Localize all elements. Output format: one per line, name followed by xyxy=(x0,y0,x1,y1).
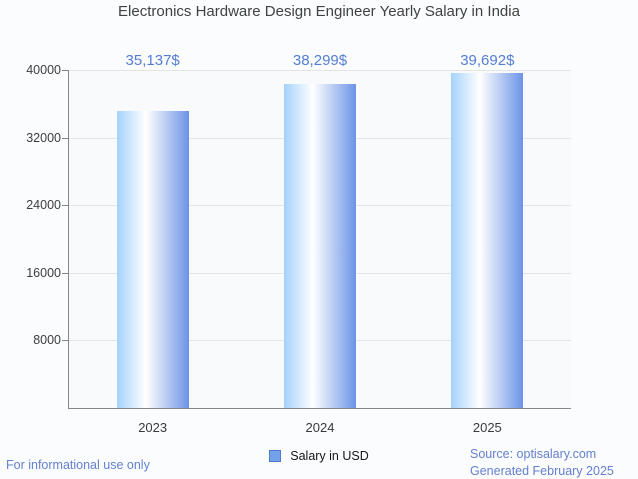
generated-date: Generated February 2025 xyxy=(470,463,614,479)
ytick-mark xyxy=(62,340,69,341)
bar xyxy=(451,73,523,408)
source-block: Source: optisalary.com Generated Februar… xyxy=(470,446,614,479)
ytick-mark xyxy=(62,70,69,71)
ytick-mark xyxy=(62,205,69,206)
value-label-2025: 39,692$ xyxy=(404,52,571,69)
ytick-label: 16000 xyxy=(5,265,61,281)
legend-swatch-icon xyxy=(269,450,281,462)
ytick-label: 24000 xyxy=(5,197,61,213)
legend-label: Salary in USD xyxy=(290,449,369,463)
ytick-label: 40000 xyxy=(5,62,61,78)
ytick-label: 32000 xyxy=(5,130,61,146)
chart-title: Electronics Hardware Design Engineer Yea… xyxy=(0,4,638,21)
xtick-label-2024: 2024 xyxy=(236,420,403,435)
chart-title-text: Electronics Hardware Design Engineer Yea… xyxy=(118,4,520,21)
bar-group-2024: 38,299$ 2024 xyxy=(236,70,403,408)
bar xyxy=(117,111,189,408)
xtick-label-2025: 2025 xyxy=(404,420,571,435)
xtick-label-2023: 2023 xyxy=(69,420,236,435)
value-label-2023: 35,137$ xyxy=(69,52,236,69)
ytick-mark xyxy=(62,138,69,139)
ytick-label: 8000 xyxy=(5,332,61,348)
bar-group-2025: 39,692$ 2025 xyxy=(404,70,571,408)
plot-area: 40000 32000 24000 16000 8000 35,137$ 202… xyxy=(68,70,571,409)
bar xyxy=(284,84,356,408)
bar-group-2023: 35,137$ 2023 xyxy=(69,70,236,408)
ytick-mark xyxy=(62,273,69,274)
disclaimer-text: For informational use only xyxy=(6,458,150,472)
value-label-2024: 38,299$ xyxy=(236,52,403,69)
source-link[interactable]: Source: optisalary.com xyxy=(470,446,614,463)
